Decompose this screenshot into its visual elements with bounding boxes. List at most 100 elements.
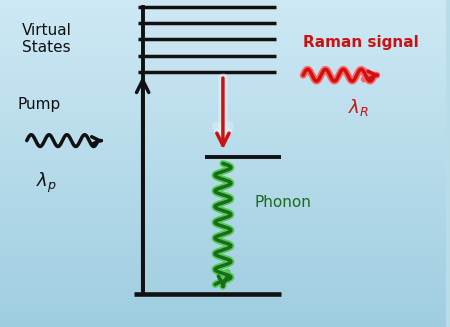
- Bar: [0, 157, 446, 159]
- Bar: [0, 41, 446, 43]
- Bar: [0, 227, 446, 229]
- Bar: [0, 137, 446, 139]
- Bar: [0, 325, 446, 327]
- Bar: [0, 170, 446, 172]
- Bar: [0, 237, 446, 239]
- Bar: [0, 75, 446, 77]
- Bar: [0, 74, 446, 75]
- Bar: [0, 173, 446, 175]
- Bar: [0, 304, 446, 306]
- Bar: [0, 317, 446, 319]
- Bar: [0, 67, 446, 69]
- Bar: [0, 257, 446, 258]
- Bar: [0, 239, 446, 240]
- Bar: [0, 224, 446, 226]
- Bar: [0, 185, 446, 186]
- Bar: [0, 44, 446, 46]
- Bar: [0, 196, 446, 198]
- Bar: [0, 191, 446, 193]
- Bar: [0, 219, 446, 221]
- Bar: [0, 80, 446, 82]
- Bar: [0, 229, 446, 231]
- Bar: [0, 214, 446, 216]
- Bar: [0, 275, 446, 276]
- Bar: [0, 154, 446, 155]
- Bar: [0, 3, 446, 5]
- Bar: [0, 186, 446, 188]
- Bar: [0, 188, 446, 190]
- Bar: [0, 121, 446, 123]
- Bar: [0, 209, 446, 211]
- Bar: [0, 88, 446, 90]
- Bar: [0, 60, 446, 62]
- Bar: [0, 57, 446, 59]
- Bar: [0, 175, 446, 177]
- Bar: [0, 108, 446, 110]
- Bar: [0, 119, 446, 121]
- Bar: [0, 101, 446, 103]
- Bar: [0, 13, 446, 15]
- Bar: [0, 51, 446, 52]
- Bar: [0, 322, 446, 324]
- Bar: [0, 129, 446, 131]
- Bar: [0, 267, 446, 268]
- Bar: [0, 316, 446, 317]
- Bar: [0, 132, 446, 134]
- Text: Virtual
States: Virtual States: [22, 23, 72, 55]
- Bar: [0, 64, 446, 65]
- Bar: [0, 123, 446, 124]
- Bar: [0, 78, 446, 80]
- Bar: [0, 139, 446, 141]
- Text: $\lambda_R$: $\lambda_R$: [348, 97, 369, 118]
- Bar: [0, 100, 446, 101]
- Bar: [0, 116, 446, 118]
- Bar: [0, 98, 446, 100]
- Bar: [0, 294, 446, 296]
- Bar: [0, 16, 446, 18]
- Bar: [0, 165, 446, 167]
- Bar: [0, 52, 446, 54]
- Bar: [0, 144, 446, 146]
- Bar: [0, 268, 446, 270]
- Bar: [0, 150, 446, 152]
- Bar: [0, 33, 446, 34]
- Bar: [0, 168, 446, 170]
- Bar: [0, 142, 446, 144]
- Bar: [0, 8, 446, 10]
- Bar: [0, 0, 446, 2]
- Bar: [0, 92, 446, 93]
- Bar: [0, 49, 446, 51]
- Bar: [0, 167, 446, 168]
- Bar: [0, 289, 446, 291]
- Bar: [0, 164, 446, 165]
- Bar: [0, 103, 446, 105]
- Bar: [0, 213, 446, 214]
- Bar: [0, 54, 446, 56]
- Bar: [0, 247, 446, 249]
- Bar: [0, 26, 446, 28]
- Bar: [0, 255, 446, 257]
- Bar: [0, 96, 446, 98]
- Bar: [0, 105, 446, 106]
- Bar: [0, 62, 446, 64]
- Bar: [0, 244, 446, 245]
- Bar: [0, 149, 446, 150]
- Bar: [0, 131, 446, 132]
- Bar: [0, 309, 446, 311]
- Bar: [0, 46, 446, 47]
- Bar: [0, 183, 446, 185]
- Bar: [0, 146, 446, 147]
- Bar: [0, 128, 446, 129]
- Bar: [0, 178, 446, 180]
- Bar: [0, 260, 446, 262]
- Bar: [0, 20, 446, 21]
- Bar: [0, 177, 446, 178]
- Bar: [0, 307, 446, 309]
- Bar: [0, 281, 446, 283]
- Bar: [0, 312, 446, 314]
- Bar: [0, 90, 446, 92]
- Bar: [0, 23, 446, 25]
- Text: Pump: Pump: [18, 97, 61, 112]
- Bar: [0, 95, 446, 96]
- Bar: [0, 204, 446, 206]
